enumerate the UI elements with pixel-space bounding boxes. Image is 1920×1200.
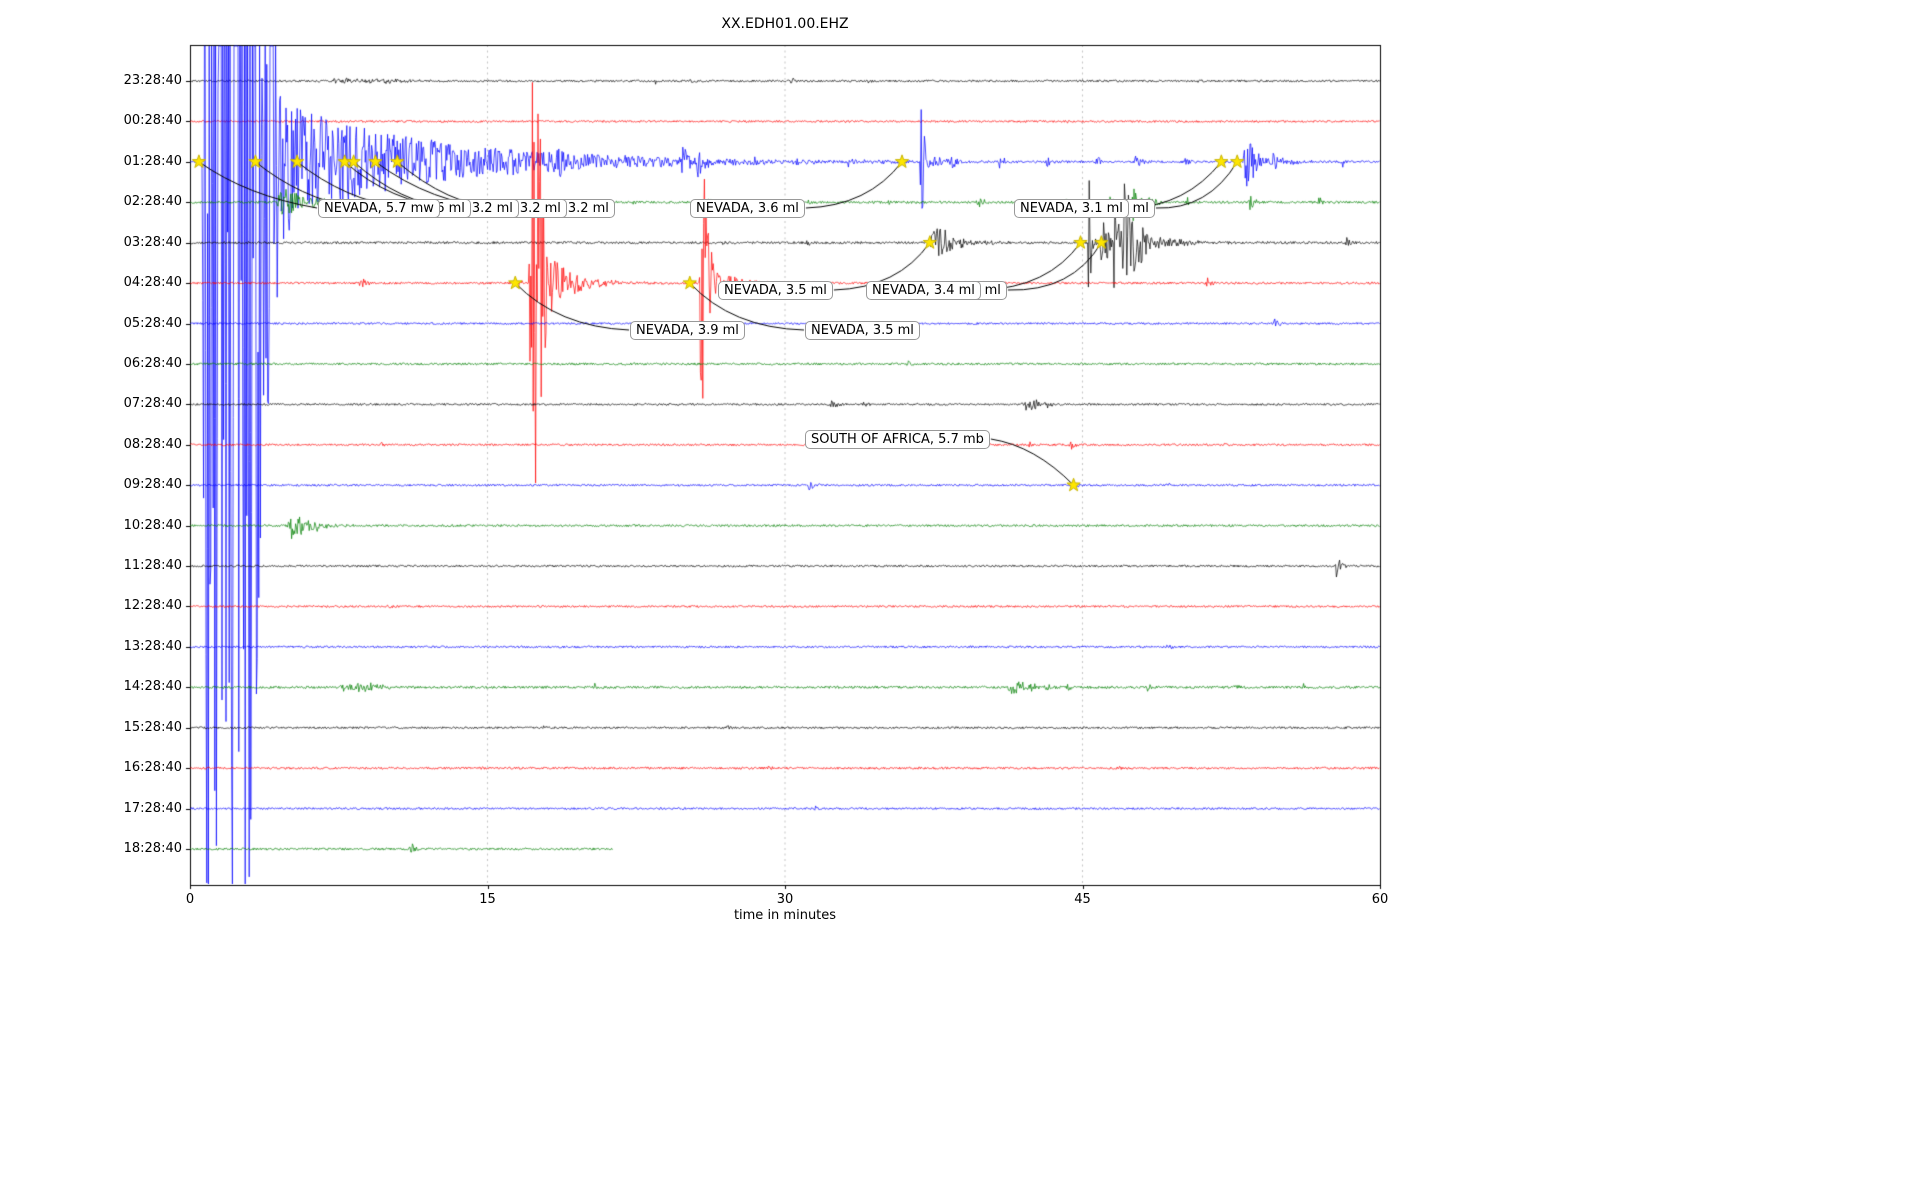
- event-label: NEVADA, 5.7 mw: [318, 199, 440, 218]
- trace-time-label: 10:28:40: [123, 517, 182, 533]
- trace-time-label: 09:28:40: [123, 477, 182, 493]
- x-tick-label: 45: [1074, 892, 1091, 907]
- event-label: SOUTH OF AFRICA, 5.7 mb: [805, 430, 990, 449]
- trace-time-label: 07:28:40: [123, 396, 182, 412]
- event-label: NEVADA, 3.4 ml: [866, 281, 981, 300]
- trace-time-label: 02:28:40: [123, 194, 182, 210]
- x-tick-label: 0: [185, 892, 195, 907]
- x-tick-label: 30: [776, 892, 794, 907]
- event-label: NEVADA, 3.9 ml: [630, 321, 745, 340]
- trace-time-label: 17:28:40: [123, 800, 182, 816]
- trace-time-label: 01:28:40: [123, 153, 182, 169]
- event-label: NEVADA, 3.5 ml: [718, 281, 833, 300]
- trace-time-label: 06:28:40: [123, 355, 182, 371]
- trace-time-label: 13:28:40: [123, 638, 182, 654]
- trace-time-label: 00:28:40: [123, 113, 182, 129]
- x-axis-label: time in minutes: [733, 908, 837, 923]
- x-tick-label: 60: [1371, 892, 1389, 907]
- trace-time-label: 14:28:40: [123, 679, 182, 695]
- x-tick-label: 15: [479, 892, 496, 907]
- trace-time-label: 11:28:40: [123, 558, 182, 574]
- trace-time-label: 23:28:40: [123, 73, 182, 88]
- trace-time-label: 04:28:40: [123, 275, 182, 291]
- trace-time-label: 08:28:40: [123, 436, 182, 452]
- event-label: NEVADA, 3.6 ml: [690, 199, 805, 218]
- event-label: NEVADA, 3.1 ml: [1014, 199, 1129, 218]
- trace-time-label: 03:28:40: [123, 234, 182, 250]
- trace-time-label: 05:28:40: [123, 315, 182, 331]
- plot-title: XX.EDH01.00.EHZ: [721, 16, 849, 32]
- trace-time-label: 12:28:40: [123, 598, 182, 614]
- trace-time-label: 15:28:40: [123, 719, 182, 735]
- trace-time-label: 18:28:40: [123, 840, 182, 856]
- trace-time-label: 16:28:40: [123, 760, 182, 776]
- event-label: NEVADA, 3.5 ml: [805, 321, 920, 340]
